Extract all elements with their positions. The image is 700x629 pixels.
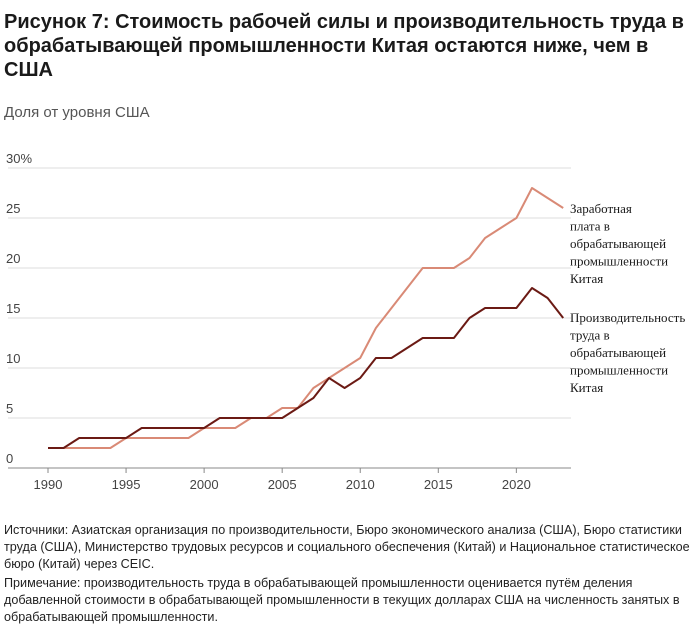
x-tick-label: 1990 [34, 477, 63, 492]
y-tick-label: 15 [6, 301, 20, 316]
x-axis-tick-labels: 1990 1995 2000 2005 2010 2015 2020 [34, 477, 531, 492]
grid-lines [8, 167, 571, 473]
x-tick-label: 2005 [268, 477, 297, 492]
line-chart: 0 5 10 15 20 25 30% 1990 1995 2000 2005 2010 2015 20… [6, 151, 685, 492]
productivity-series-label: Производительность труда в обрабатывающей п… [570, 310, 685, 395]
x-tick-label: 2000 [190, 477, 219, 492]
productivity-series-line [48, 287, 564, 449]
y-tick-label: 10 [6, 351, 20, 366]
wage-series-label: Заработная плата в обрабатывающей промышлен… [570, 201, 668, 286]
x-tick-label: 2010 [346, 477, 375, 492]
x-tick-label: 2015 [424, 477, 453, 492]
series-labels: Заработная плата в обрабатывающей промышлен… [570, 201, 685, 395]
y-tick-label: 5 [6, 401, 13, 416]
note-text: Примечание: производительность труда в о… [4, 576, 680, 624]
x-tick-label: 2020 [502, 477, 531, 492]
y-tick-label: 30% [6, 151, 32, 166]
y-tick-label: 20 [6, 251, 20, 266]
chart-subtitle: Доля от уровня США [4, 104, 150, 121]
x-tick-label: 1995 [112, 477, 141, 492]
source-text: Источники: Азиатская организация по прои… [4, 523, 690, 571]
wage-series-line [48, 187, 564, 449]
chart-title: Рисунок 7: Стоимость рабочей силы и прои… [4, 11, 684, 81]
series-lines [48, 187, 564, 449]
y-tick-label: 25 [6, 201, 20, 216]
y-tick-label: 0 [6, 451, 13, 466]
y-axis-tick-labels: 0 5 10 15 20 25 30% [6, 151, 32, 466]
